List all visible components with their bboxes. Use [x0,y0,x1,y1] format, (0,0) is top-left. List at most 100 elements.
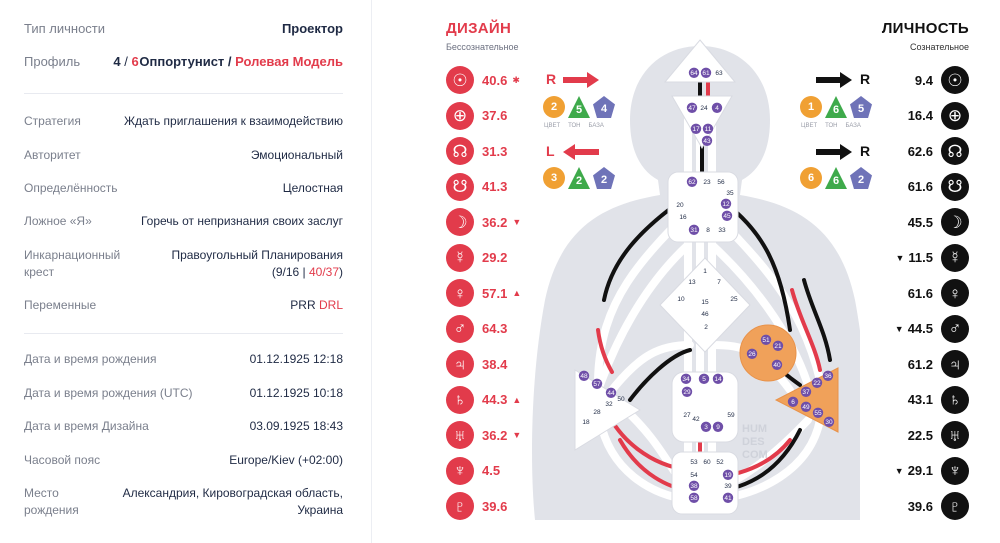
info-not-self: Ложное «Я» Горечь от непризнания своих з… [24,214,343,228]
gate-label: 4 [715,105,719,112]
planet-row: ▼ 11.5 ☿ [894,243,969,273]
gate-activation-dot [686,102,698,114]
info-cross: Инкарнационный крест Правоугольный Плани… [24,248,343,279]
gate-label: 53 [690,459,698,466]
personality-arrow-bottom-label: R [860,143,871,159]
gate-label: 24 [700,105,708,112]
planet-row: 45.5 ☽ [894,207,969,237]
planet-row: ♀ 57.1 ▲ [446,278,522,308]
info-birth-utc: Дата и время рождения (UTC) 01.12.1925 1… [24,386,343,400]
planet-row: ♂ 64.3 [446,314,522,344]
gate-label: 41 [724,495,732,502]
gate-activation-dot [746,348,758,359]
planet-row: 61.2 ♃ [894,349,969,379]
saturn-icon: ♄ [446,385,474,414]
gate-label: 46 [701,311,709,318]
gate-activation-dot [822,370,834,381]
gate-label: 30 [825,419,833,426]
pluto-icon: ♇ [446,492,474,520]
color-badge: 1 [800,96,822,118]
arrow-left-icon [563,144,599,160]
profile-number-b: 6 [131,54,139,69]
planet-row: ♆ 4.5 [446,456,515,486]
design-title: ДИЗАЙН [446,20,512,37]
gate-label: 35 [726,190,734,197]
planet-gate-value: 9.4 [914,72,933,88]
planet-gate-value: 39.6 [482,498,508,514]
personality-arrow-top-label: R [860,71,871,87]
planet-row: ☋ 41.3 [446,172,522,202]
gate-label: 33 [718,227,726,234]
gate-activation-dot [760,334,772,345]
gate-activation-dot [722,469,734,480]
gate-activation-dot [688,224,700,235]
planet-gate-value: 44.3 [482,392,508,407]
gate-label: 42 [692,416,700,423]
svg-text:COM: COM [742,449,768,461]
planet-row: ▼ 29.1 ♆ [894,456,969,486]
gate-activation-dot [591,378,603,389]
gate-label: 16 [679,214,687,221]
gate-activation-dot [711,102,723,114]
arrow-right-icon [816,144,852,160]
design-variables-bottom: 3 2 2 [543,167,615,189]
earth-icon: ⊕ [941,101,969,130]
gate-label: 45 [723,213,731,220]
gate-label: 59 [727,412,735,419]
gate-label: 25 [730,296,738,303]
planet-gate-value: 57.1 [482,285,508,301]
gate-label: 9 [716,424,720,431]
planet-gate-value: 31.3 [482,143,508,159]
gate-label: 3 [704,424,708,431]
mercury-icon: ☿ [446,243,474,272]
gate-label: 29 [683,389,691,396]
gate-label: 11 [705,126,712,133]
gate-label: 6 [791,399,795,406]
earth-icon: ⊕ [446,101,474,130]
planet-row: 9.4 ☉ [901,65,969,95]
moon-icon: ☽ [941,208,969,236]
info-profile-value: Оппортунист / Ролевая Модель [139,54,343,69]
gate-activation-dot [712,421,724,432]
gate-label: 22 [813,380,821,387]
planet-row: ▼ 44.5 ♂ [894,314,969,344]
info-panel: Тип личности Проектор Профиль 4 / 6 Оппо… [0,0,372,543]
gate-label: 31 [690,227,698,234]
gate-activation-dot [698,373,710,384]
gate-activation-dot [722,492,734,503]
info-type-label: Тип личности [24,21,106,36]
planet-row: 22.5 ♅ [894,420,969,450]
info-variables: Переменные PRR DRL [24,298,343,312]
gate-label: 64 [690,70,698,77]
gate-label: 51 [762,337,770,344]
base-badge: 2 [593,167,615,189]
planet-gate-value: 44.5 [907,321,933,336]
gate-activation-dot [787,396,799,407]
gate-activation-dot [800,401,812,412]
g-center [659,257,751,353]
gate-label: 21 [774,343,782,350]
gate-label: 2 [704,324,708,331]
personality-variables-top: 1 6 5 [800,96,872,118]
gate-activation-dot [690,123,702,134]
design-arrow-bottom-label: L [546,143,555,159]
planet-row: ☉ 40.6 ✱ [446,65,522,95]
info-profile: Профиль 4 / 6 Оппортунист / Ролевая Моде… [24,53,343,70]
planet-row: ☊ 31.3 [446,136,522,166]
gate-label: 36 [824,373,832,380]
gate-activation-dot [721,210,733,221]
gate-label: 7 [717,279,721,286]
sun-icon: ☉ [941,66,969,94]
planet-gate-value: 41.3 [482,179,508,194]
planet-gate-value: 37.6 [482,108,508,123]
mars-icon: ♂ [941,314,969,343]
design-subtitle: Бессознательное [446,42,519,52]
planet-mark: ▲ [512,288,522,298]
mercury-icon: ☿ [941,243,969,272]
info-place: Место рождения Александрия, Кировоградск… [24,486,343,517]
sun-icon: ☉ [446,66,474,94]
gate-activation-dot [700,421,712,432]
personality-badge-captions: ЦВЕТ ТОН БАЗА [801,123,861,129]
gate-label: 60 [703,459,711,466]
gate-label: 1 [703,268,707,275]
